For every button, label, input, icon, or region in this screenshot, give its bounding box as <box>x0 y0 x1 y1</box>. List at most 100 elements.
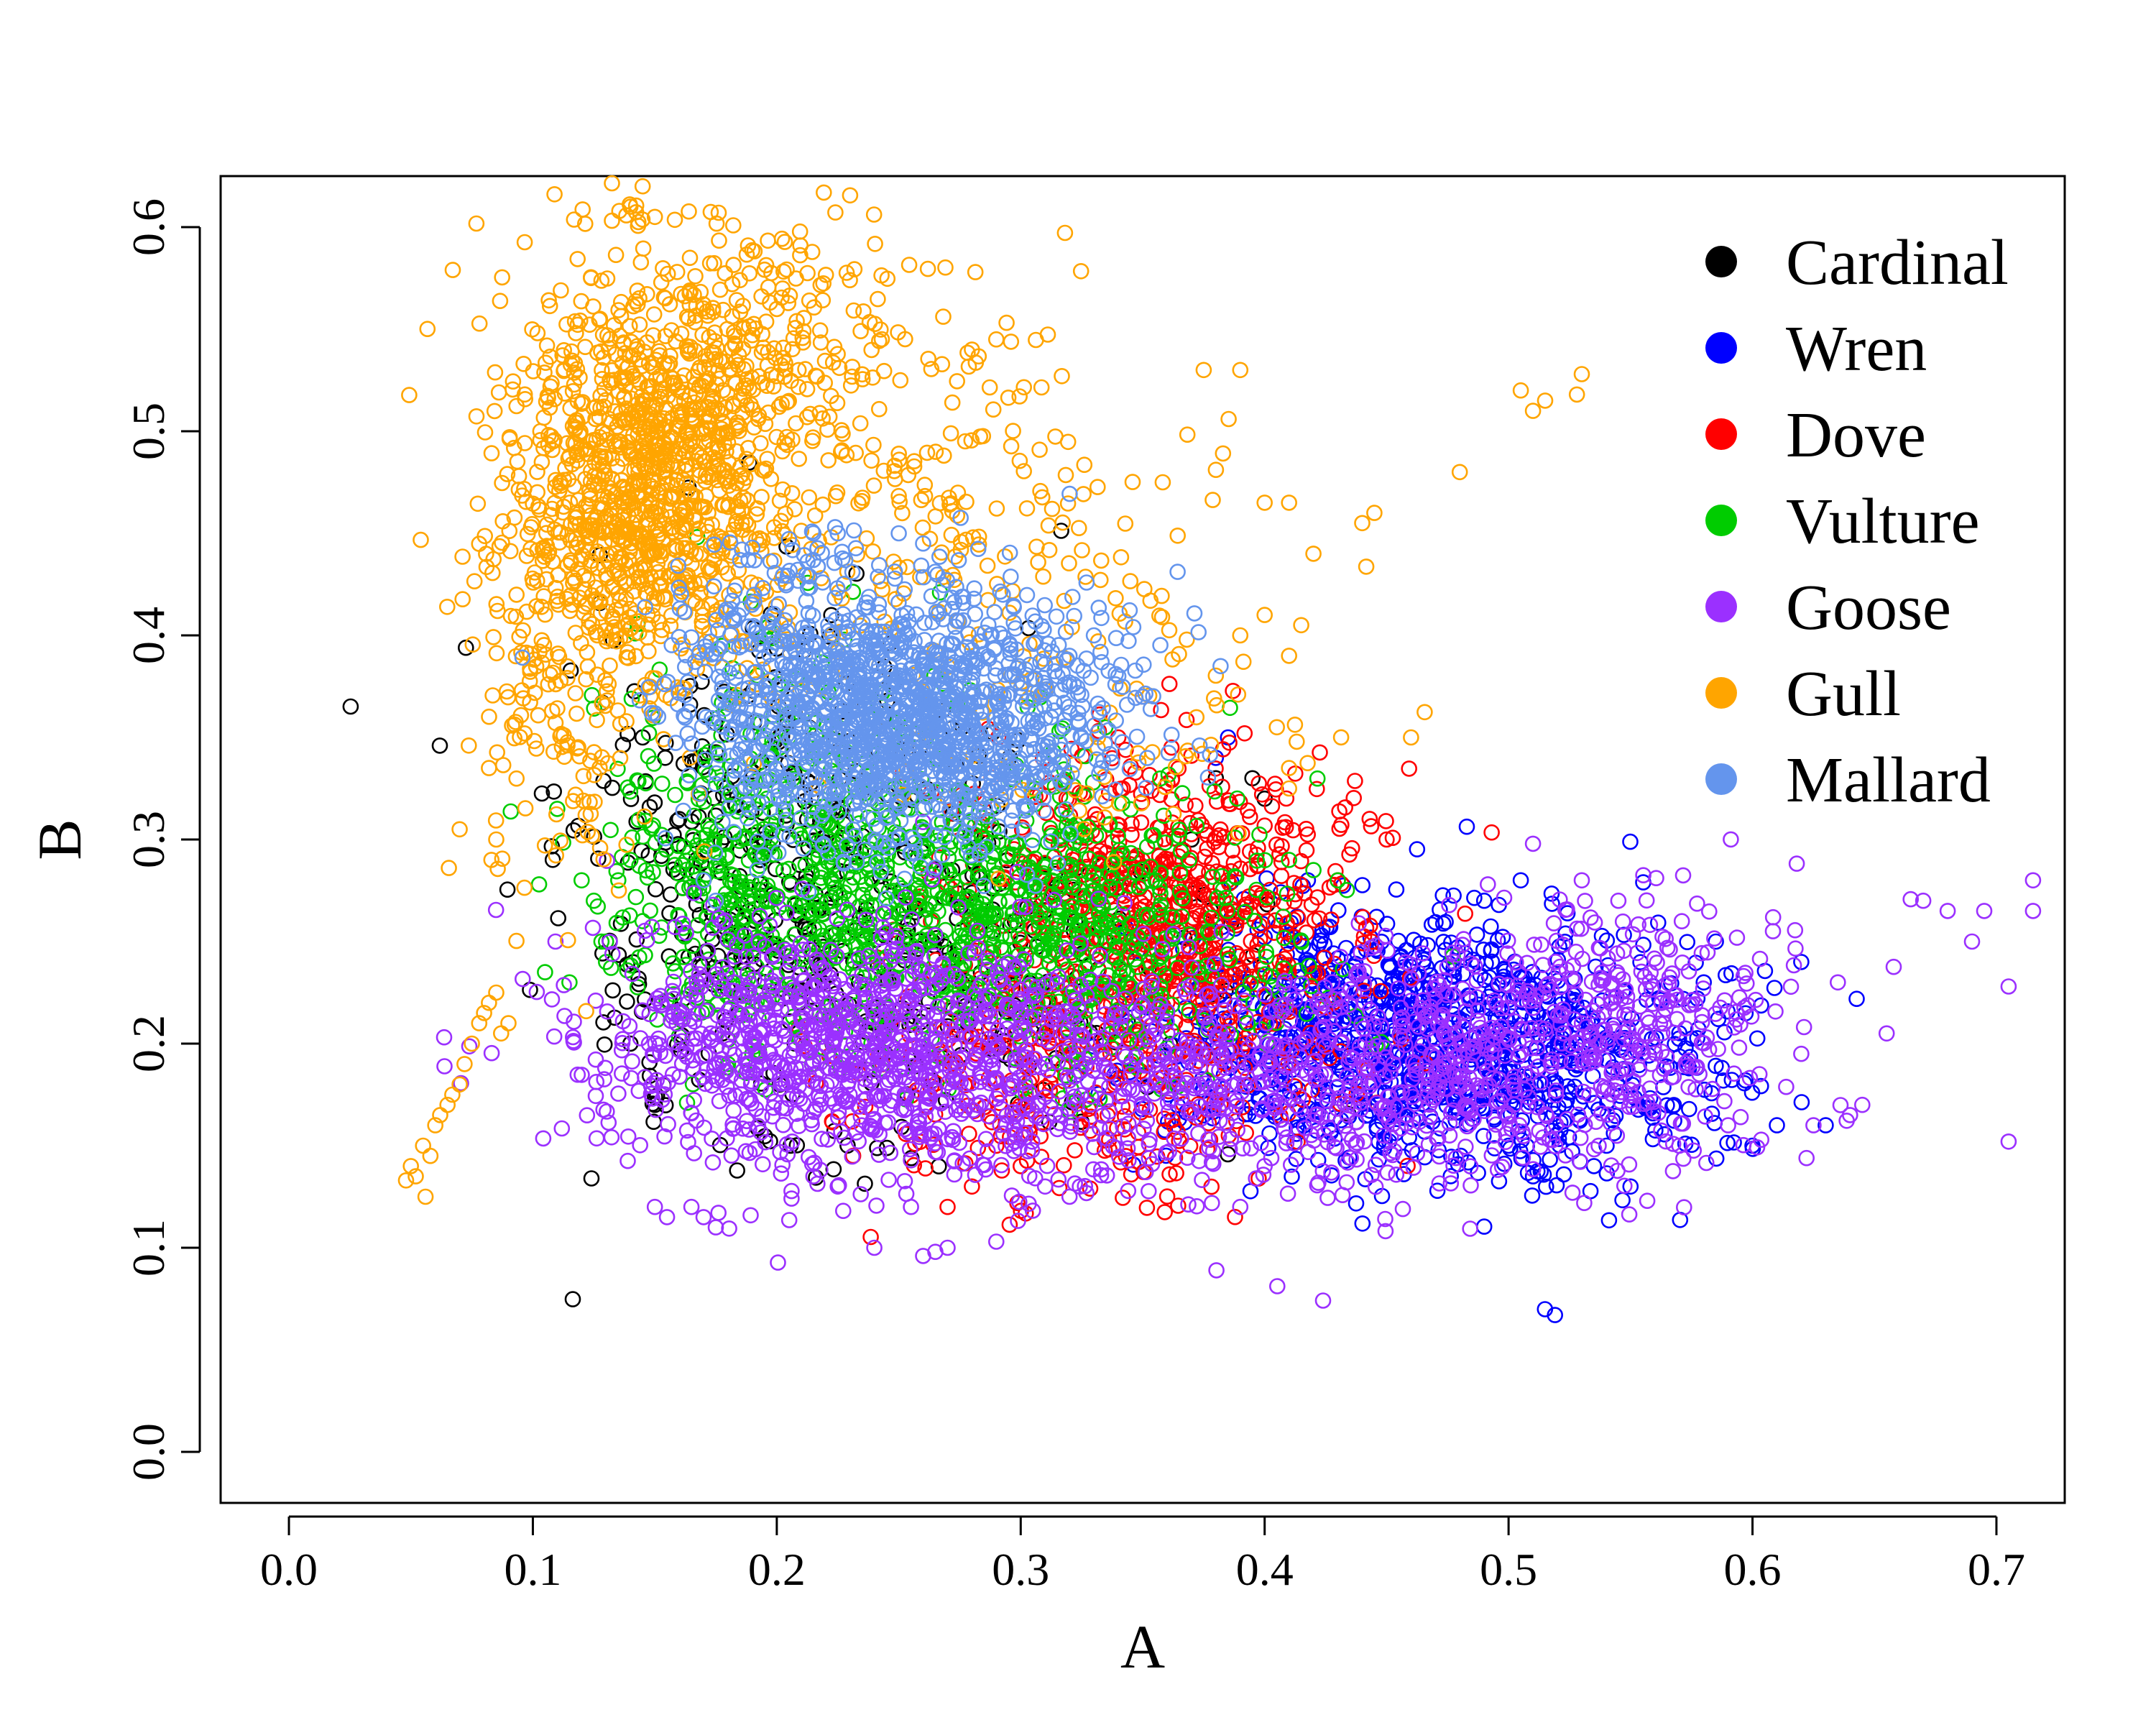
data-point <box>1056 1156 1072 1174</box>
data-point <box>1236 724 1253 742</box>
data-point <box>1468 926 1485 943</box>
data-point <box>553 1120 571 1137</box>
data-point <box>1041 820 1059 837</box>
data-point <box>691 906 709 924</box>
data-point <box>1409 841 1426 857</box>
data-point <box>1593 927 1611 944</box>
data-point <box>1308 1122 1325 1139</box>
data-point <box>1524 1008 1541 1026</box>
data-point <box>1133 814 1150 831</box>
data-point <box>502 803 520 820</box>
data-point <box>1475 1218 1493 1235</box>
data-point <box>1239 949 1256 965</box>
data-point <box>1753 1077 1769 1095</box>
data-point <box>1483 824 1500 841</box>
data-point <box>1818 1117 1834 1133</box>
data-point <box>755 1156 771 1173</box>
data-point <box>1062 872 1079 889</box>
data-point <box>1292 876 1309 893</box>
data-point <box>844 584 862 600</box>
data-point <box>431 737 448 754</box>
data-point <box>604 982 621 999</box>
data-point <box>550 910 567 926</box>
data-point <box>732 799 749 816</box>
data-point <box>1622 1178 1639 1195</box>
data-point <box>1650 914 1667 931</box>
data-point <box>1141 1037 1158 1054</box>
data-point <box>1316 949 1333 966</box>
data-point <box>1848 990 1865 1007</box>
data-point <box>1616 926 1632 943</box>
data-point <box>1266 924 1283 941</box>
data-point <box>1229 790 1245 807</box>
data-point <box>842 919 859 936</box>
data-point <box>1111 817 1128 834</box>
data-point <box>1753 997 1769 1014</box>
data-point <box>1400 1044 1417 1061</box>
data-point <box>1348 1195 1365 1212</box>
data-point <box>1466 889 1483 906</box>
data-point <box>684 828 701 845</box>
data-point <box>1032 903 1049 920</box>
data-point <box>983 930 1000 947</box>
data-point <box>1010 926 1027 943</box>
data-point <box>770 1254 786 1271</box>
data-point <box>1298 842 1315 859</box>
data-point <box>1042 1075 1059 1091</box>
data-point <box>1384 829 1401 846</box>
data-point <box>1337 799 1353 816</box>
data-point <box>1622 833 1639 850</box>
data-point <box>1158 1188 1176 1205</box>
data-point <box>1230 948 1247 965</box>
data-point <box>724 875 741 892</box>
data-point <box>667 786 683 804</box>
data-point <box>1665 1097 1682 1113</box>
data-point <box>1434 915 1452 932</box>
data-point <box>1309 781 1325 798</box>
data-point <box>1261 1125 1278 1142</box>
data-point <box>619 1152 636 1169</box>
data-point <box>604 779 621 796</box>
data-point <box>1354 1215 1371 1232</box>
data-point <box>587 1051 604 1068</box>
data-point <box>1210 839 1227 855</box>
data-point <box>1250 840 1266 856</box>
data-point <box>1372 983 1389 1000</box>
data-point <box>932 995 949 1012</box>
data-point <box>1166 971 1183 988</box>
data-point <box>780 1212 798 1228</box>
data-point <box>1549 952 1567 968</box>
data-point <box>1052 875 1069 892</box>
data-point <box>1220 792 1237 809</box>
data-point <box>1266 776 1284 792</box>
data-point <box>1766 980 1783 996</box>
data-point <box>1614 1192 1631 1209</box>
data-point <box>602 822 619 839</box>
data-point <box>1537 987 1554 1004</box>
data-point <box>1322 919 1339 936</box>
data-point <box>661 905 678 921</box>
data-point <box>1156 1204 1173 1220</box>
data-point <box>1153 702 1169 719</box>
data-point <box>678 1094 696 1111</box>
data-point <box>609 760 626 778</box>
data-point <box>1201 778 1218 795</box>
data-point <box>1412 935 1429 952</box>
data-point <box>1483 942 1500 960</box>
data-point <box>1222 895 1240 912</box>
data-point <box>1271 846 1288 862</box>
series-cardinal <box>342 454 1357 1307</box>
data-point <box>793 830 810 847</box>
data-point <box>653 776 671 792</box>
data-point <box>977 921 995 938</box>
data-point <box>1074 899 1091 916</box>
data-point <box>642 902 659 919</box>
data-point <box>1198 914 1215 930</box>
data-point <box>1197 822 1214 840</box>
data-point <box>545 783 563 800</box>
data-point <box>610 947 627 963</box>
data-point <box>588 1074 605 1090</box>
data-point <box>1195 884 1212 901</box>
data-point <box>1606 1125 1622 1141</box>
data-point <box>1664 1098 1681 1115</box>
